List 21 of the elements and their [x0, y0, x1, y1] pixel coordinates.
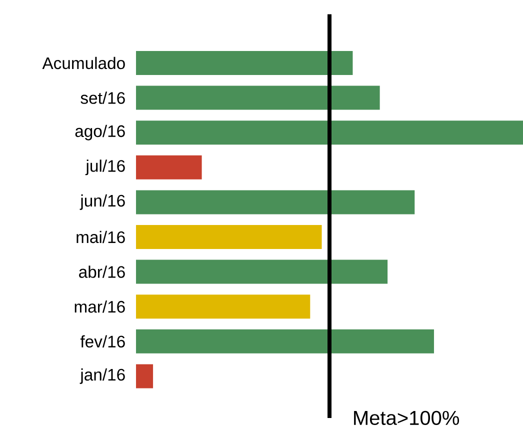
y-tick-label: set/16	[80, 92, 125, 104]
bar	[136, 329, 434, 354]
ref-line-label: Meta>100%	[354, 410, 459, 426]
y-tick-label: fev/16	[80, 335, 125, 348]
y-tick-label: jul/16	[85, 160, 125, 176]
bar	[136, 364, 154, 388]
bar	[136, 260, 388, 284]
bar	[136, 224, 322, 249]
y-tick-label: abr/16	[79, 266, 125, 278]
y-tick-label: Acumulado	[42, 56, 125, 70]
bar	[136, 294, 310, 319]
y-tick-label: ago/16	[75, 124, 125, 140]
bar	[136, 120, 523, 145]
bar	[136, 190, 415, 214]
bar	[136, 155, 202, 180]
y-tick-label: jan/16	[80, 368, 125, 384]
bar	[136, 50, 353, 75]
y-tick-label: jun/16	[80, 194, 125, 210]
y-tick-label: mai/16	[76, 230, 125, 244]
y-tick-label: mar/16	[74, 300, 125, 313]
bar	[136, 86, 380, 110]
